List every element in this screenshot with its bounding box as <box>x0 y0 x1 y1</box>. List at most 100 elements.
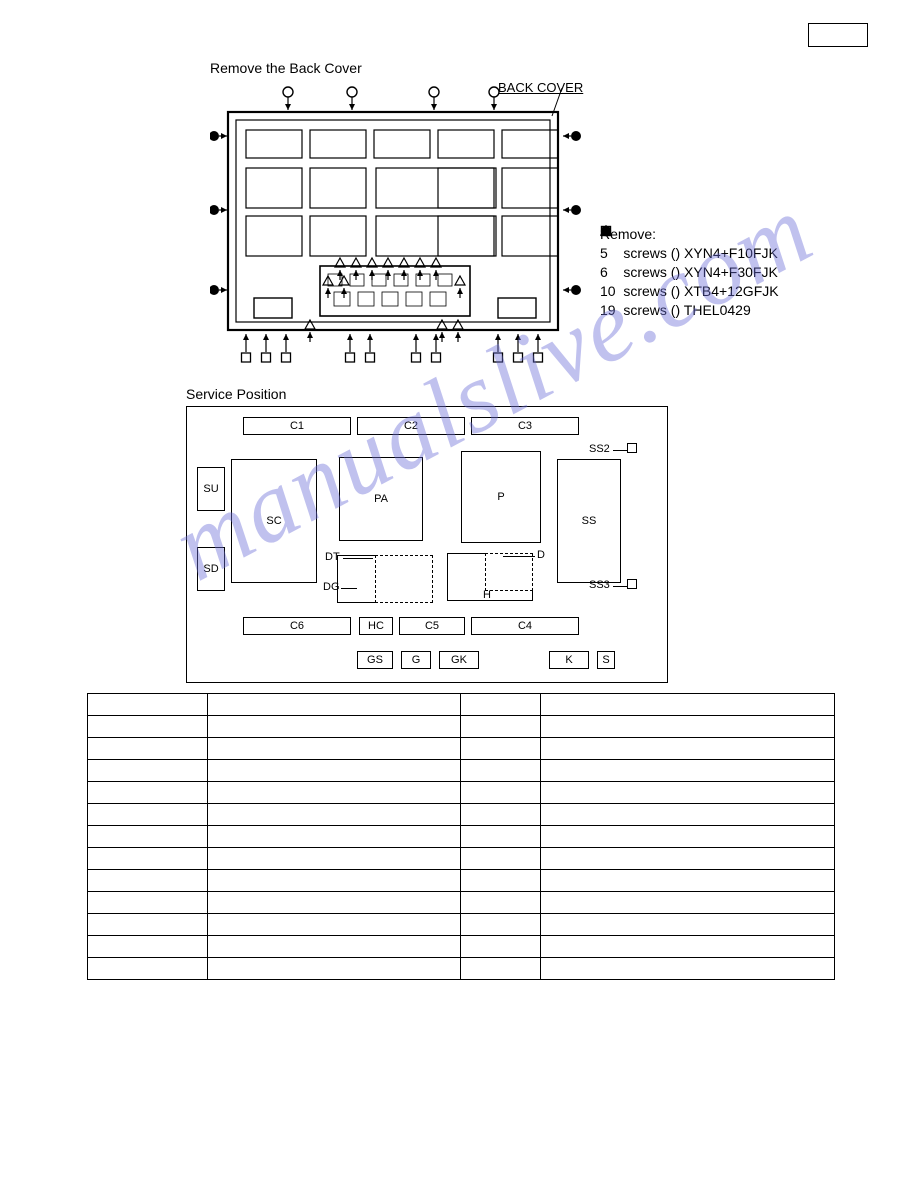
board-g: G <box>401 651 431 669</box>
board-gs: GS <box>357 651 393 669</box>
table-cell <box>207 958 461 980</box>
table-cell <box>207 936 461 958</box>
table-cell <box>88 760 208 782</box>
table-row <box>88 914 835 936</box>
table-cell <box>207 848 461 870</box>
table-cell <box>461 694 541 716</box>
table-cell <box>461 958 541 980</box>
legend-word: screws <box>623 283 667 299</box>
table-cell <box>88 870 208 892</box>
table-row <box>88 760 835 782</box>
board-c3: C3 <box>471 417 579 435</box>
legend-title: Remove: <box>600 225 779 244</box>
legend-row-0: 5 screws () XYN4+F10FJK <box>600 244 779 263</box>
board-pa: PA <box>339 457 423 541</box>
legend-part: XYN4+F30FJK <box>684 264 778 280</box>
table-cell <box>461 760 541 782</box>
table-cell <box>207 716 461 738</box>
back-cover-svg <box>210 80 590 370</box>
legend-qty: 6 <box>600 264 608 280</box>
table-cell <box>207 914 461 936</box>
table-row <box>88 782 835 804</box>
table-row <box>88 738 835 760</box>
table-cell <box>88 738 208 760</box>
table-row <box>88 716 835 738</box>
table-cell <box>541 738 835 760</box>
table-row <box>88 936 835 958</box>
legend-part: XTB4+12GFJK <box>684 283 779 299</box>
table-cell <box>207 694 461 716</box>
table-cell <box>461 716 541 738</box>
table-cell <box>461 914 541 936</box>
label-ss2: SS2 <box>589 443 610 455</box>
legend-row-1: 6 screws () XYN4+F30FJK <box>600 263 779 282</box>
section-back-cover: Remove the Back Cover BACK COVER Remove:… <box>210 60 850 370</box>
table-cell <box>461 804 541 826</box>
legend-qty: 19 <box>600 302 616 318</box>
board-ss: SS <box>557 459 621 583</box>
legend-word: screws <box>623 245 667 261</box>
table-cell <box>88 694 208 716</box>
legend-qty: 5 <box>600 245 608 261</box>
parts-table <box>87 693 835 980</box>
label-h: H <box>483 589 491 601</box>
board-d_inner <box>485 553 533 591</box>
table-cell <box>207 738 461 760</box>
table-cell <box>541 892 835 914</box>
figure-back-cover: BACK COVER Remove: 5 screws () XYN4+F10F… <box>210 80 850 370</box>
label-d: D <box>537 549 545 561</box>
board-hc: HC <box>359 617 393 635</box>
section-service-position: Service Position C1C2C3SUSDSCPAPSSC6HCC5… <box>186 386 706 683</box>
table-cell <box>541 848 835 870</box>
board-c5: C5 <box>399 617 465 635</box>
table-row <box>88 826 835 848</box>
table-cell <box>207 782 461 804</box>
board-c4: C4 <box>471 617 579 635</box>
board-gk: GK <box>439 651 479 669</box>
table-cell <box>88 782 208 804</box>
table-cell <box>88 914 208 936</box>
table-cell <box>541 782 835 804</box>
section2-title: Service Position <box>186 386 706 402</box>
table-row <box>88 870 835 892</box>
table-cell <box>461 826 541 848</box>
table-cell <box>88 892 208 914</box>
table-cell <box>207 826 461 848</box>
table-cell <box>541 716 835 738</box>
table-cell <box>541 694 835 716</box>
figure-service-position: C1C2C3SUSDSCPAPSSC6HCC5C4GSGGKKSSS2SS3DT… <box>186 406 668 683</box>
table-cell <box>461 870 541 892</box>
board-sd: SD <box>197 547 225 591</box>
label-ss3: SS3 <box>589 579 610 591</box>
board-p: P <box>461 451 541 543</box>
table-row <box>88 804 835 826</box>
table-cell <box>541 804 835 826</box>
board-c1: C1 <box>243 417 351 435</box>
screw-legend: Remove: 5 screws () XYN4+F10FJK 6 screws… <box>600 225 779 319</box>
table-row <box>88 694 835 716</box>
table-cell <box>207 870 461 892</box>
board-dt_inner <box>375 555 433 603</box>
section1-title: Remove the Back Cover <box>210 60 850 76</box>
table-cell <box>88 958 208 980</box>
legend-part: XYN4+F10FJK <box>684 245 778 261</box>
table-cell <box>461 782 541 804</box>
page-number-box <box>808 23 868 47</box>
board-k: K <box>549 651 589 669</box>
table-cell <box>461 738 541 760</box>
legend-qty: 10 <box>600 283 616 299</box>
table-cell <box>207 760 461 782</box>
table-cell <box>88 804 208 826</box>
table-cell <box>541 914 835 936</box>
table-row <box>88 848 835 870</box>
legend-word: screws <box>623 264 667 280</box>
legend-row-3: 19 screws () THEL0429 <box>600 301 779 320</box>
legend-part: THEL0429 <box>684 302 751 318</box>
ss3-tick <box>627 579 637 589</box>
table-cell <box>541 958 835 980</box>
page: manualslive.com Remove the Back Cover BA… <box>0 0 918 1188</box>
table-cell <box>541 826 835 848</box>
legend-word: screws <box>623 302 667 318</box>
table-cell <box>461 892 541 914</box>
board-su: SU <box>197 467 225 511</box>
